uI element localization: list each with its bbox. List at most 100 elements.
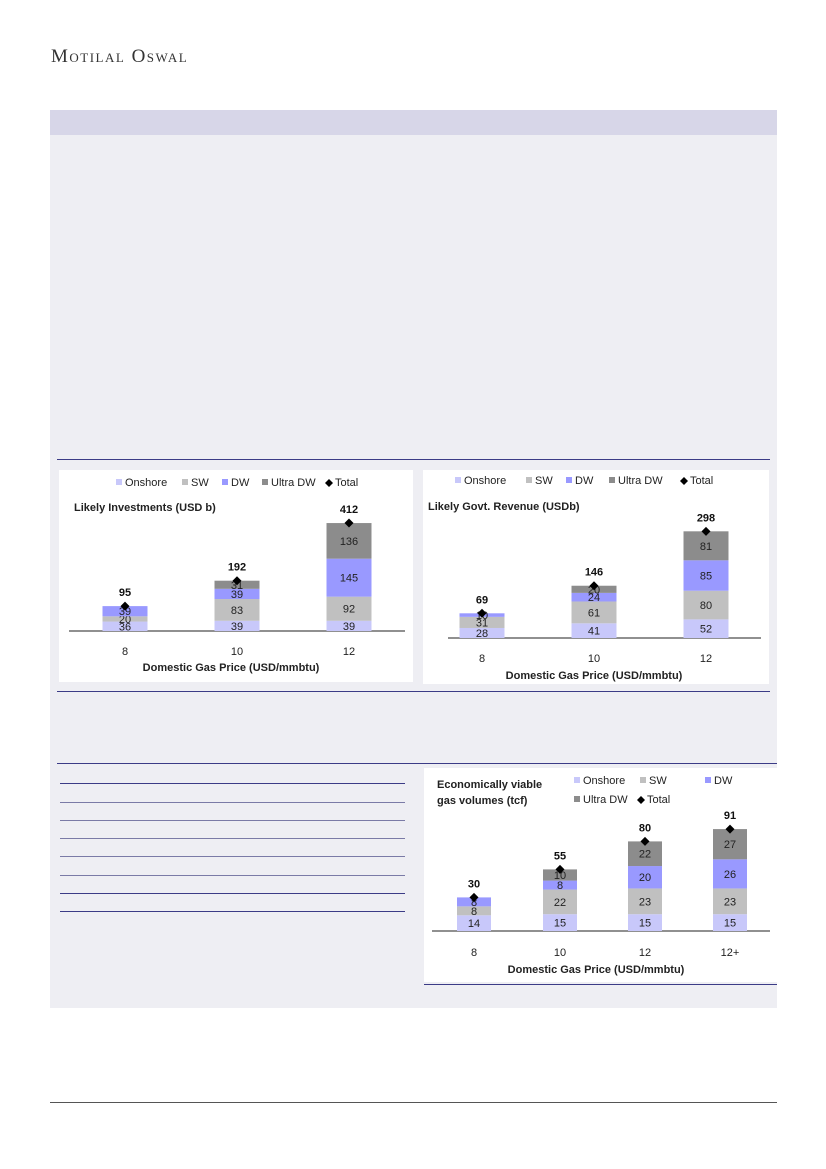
table-rule — [60, 856, 405, 857]
category-label: 8 — [479, 653, 485, 665]
legend-total-marker — [680, 477, 688, 485]
bar-segment — [102, 606, 148, 617]
total-label: 30 — [468, 878, 480, 890]
data-label: 39 — [231, 589, 243, 601]
bar-segment — [459, 627, 505, 638]
data-label: 20 — [639, 872, 651, 884]
legend-label: Ultra DW — [271, 477, 316, 489]
legend-label: Total — [335, 477, 358, 489]
legend-swatch — [455, 477, 461, 483]
bar-segment — [713, 914, 747, 931]
legend-label: Ultra DW — [583, 794, 628, 806]
bar-segment — [628, 914, 662, 931]
data-label: 81 — [700, 541, 712, 553]
x-axis-label: Domestic Gas Price (USD/mmbtu) — [508, 964, 685, 976]
legend-label: SW — [649, 775, 667, 787]
total-marker — [555, 864, 565, 874]
legend-label: SW — [535, 475, 553, 487]
volumes-chart: Onshore SW DW Ultra DW Total Economically via… — [432, 775, 770, 976]
section-rule — [57, 459, 770, 460]
bar-segment — [683, 560, 729, 591]
legend-swatch — [640, 777, 646, 783]
data-label: 23 — [724, 896, 736, 908]
total-marker — [701, 526, 711, 536]
bar-segment — [543, 880, 577, 890]
total-label: 298 — [697, 512, 715, 524]
total-marker — [477, 608, 487, 618]
legend-swatch — [116, 479, 122, 485]
data-label: 8 — [471, 897, 477, 909]
content-box-header — [50, 110, 777, 135]
data-label: 23 — [639, 896, 651, 908]
bar-segment — [628, 888, 662, 915]
data-label: 15 — [554, 918, 566, 930]
bar-segment — [683, 619, 729, 638]
chart-title: Likely Govt. Revenue (USDb) — [428, 501, 580, 513]
bar-segment — [571, 592, 617, 602]
data-label: 31 — [476, 617, 488, 629]
category-label: 10 — [588, 653, 600, 665]
legend-label: DW — [575, 475, 594, 487]
data-label: 145 — [340, 573, 358, 585]
chart-panel-revenue: Onshore SW DW Ultra DW Total Likely Govt. Rev… — [423, 470, 769, 684]
total-marker — [469, 892, 479, 902]
data-label: 41 — [588, 626, 600, 638]
footer-rule — [50, 1102, 777, 1103]
legend-label: SW — [191, 477, 209, 489]
category-label: 10 — [554, 947, 566, 959]
total-marker — [640, 836, 650, 846]
chart-title: gas volumes (tcf) — [437, 795, 528, 807]
bar-segment — [102, 616, 148, 622]
bar-segment — [713, 859, 747, 889]
data-label: 39 — [231, 621, 243, 633]
table-rule — [60, 893, 405, 894]
x-axis-label: Domestic Gas Price (USD/mmbtu) — [506, 670, 683, 682]
brand-logo: Motilal Oswal — [51, 46, 189, 67]
bar-segment — [713, 888, 747, 915]
data-label: 8 — [471, 906, 477, 918]
bar-segment — [683, 590, 729, 620]
x-axis-label: Domestic Gas Price (USD/mmbtu) — [143, 662, 320, 674]
data-label: 83 — [231, 605, 243, 617]
bar-segment — [628, 866, 662, 889]
bar-segment — [713, 829, 747, 860]
legend-swatch — [574, 796, 580, 802]
bar-segment — [214, 588, 260, 600]
data-label: 61 — [588, 607, 600, 619]
data-label: 20 — [119, 614, 131, 626]
data-label: 14 — [468, 918, 480, 930]
bar-segment — [214, 599, 260, 621]
bar-segment — [457, 915, 491, 931]
legend-swatch — [526, 477, 532, 483]
legend-total-marker — [637, 796, 645, 804]
table-rule — [60, 838, 405, 839]
table-rule — [60, 911, 405, 912]
data-label: 92 — [343, 604, 355, 616]
category-label: 8 — [122, 646, 128, 658]
total-marker — [120, 601, 130, 611]
section-rule — [57, 691, 770, 692]
data-label: 39 — [343, 621, 355, 633]
data-label: 10 — [554, 870, 566, 882]
legend-label: Onshore — [464, 475, 506, 487]
bar-segment — [214, 620, 260, 631]
data-label: 136 — [340, 536, 358, 548]
total-marker — [232, 576, 242, 586]
legend-label: DW — [231, 477, 250, 489]
bar-segment — [326, 558, 372, 597]
data-label: 52 — [700, 624, 712, 636]
total-marker — [725, 824, 735, 834]
chart-title: Economically viable — [437, 779, 542, 791]
total-label: 91 — [724, 810, 736, 822]
legend-swatch — [182, 479, 188, 485]
legend-swatch — [566, 477, 572, 483]
legend-label: Total — [647, 794, 670, 806]
category-label: 8 — [471, 947, 477, 959]
data-label: 36 — [119, 621, 131, 633]
data-label: 22 — [639, 849, 651, 861]
table-rule — [60, 820, 405, 821]
total-label: 95 — [119, 587, 131, 599]
table-rule — [60, 802, 405, 803]
data-label: 20 — [588, 584, 600, 596]
bar-segment — [459, 616, 505, 628]
